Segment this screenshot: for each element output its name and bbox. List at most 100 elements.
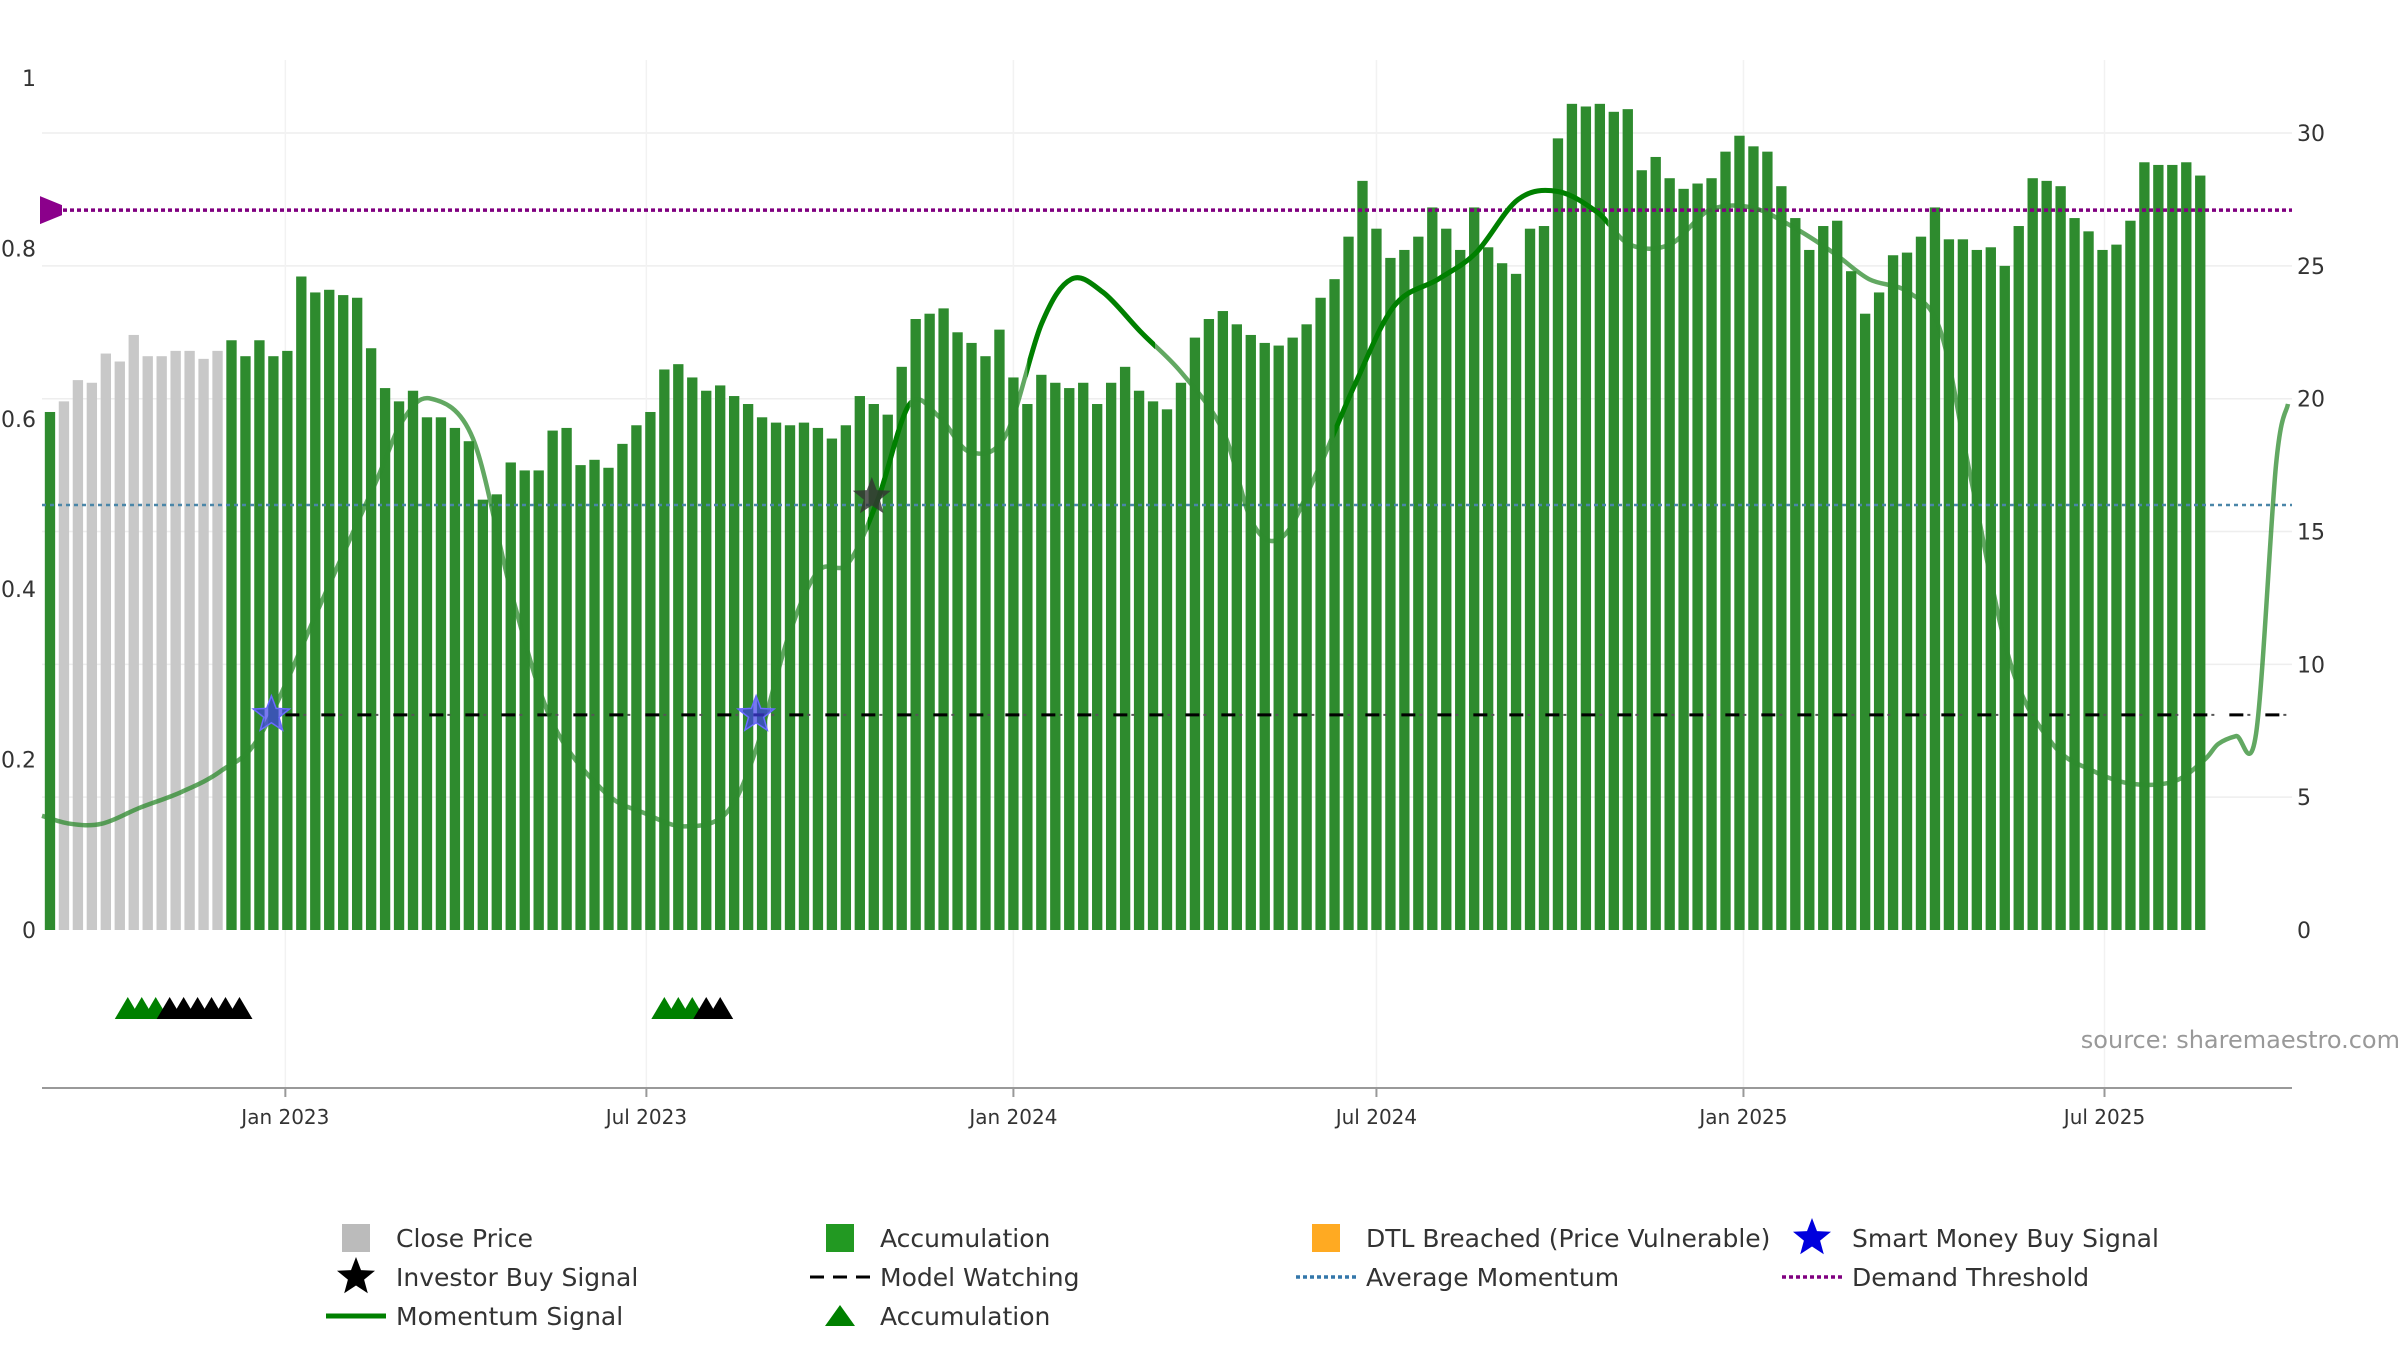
close-price-bar bbox=[86, 382, 98, 930]
accumulation-bar bbox=[882, 414, 893, 930]
accumulation-bar bbox=[1119, 366, 1131, 930]
accumulation-bar bbox=[2125, 220, 2136, 931]
accumulation-bar bbox=[2055, 186, 2066, 930]
accumulation-bar bbox=[1818, 226, 1829, 931]
accumulation-bar bbox=[896, 366, 907, 930]
investor-buy-signal bbox=[852, 477, 891, 514]
x-tick-label: Jul 2024 bbox=[1334, 1105, 1417, 1129]
accumulation-bar bbox=[1580, 106, 1592, 931]
accumulation-bar bbox=[994, 329, 1005, 931]
accumulation-bar bbox=[715, 385, 726, 930]
accumulation-bar bbox=[268, 356, 279, 930]
accumulation-bar bbox=[1566, 103, 1578, 931]
accumulation-bar bbox=[2153, 164, 2164, 931]
accumulation-bar bbox=[2013, 226, 2024, 931]
accumulation-bar bbox=[2111, 244, 2122, 930]
close-price-bar bbox=[58, 401, 70, 930]
accumulation-bar bbox=[1915, 236, 1927, 930]
accumulation-bar bbox=[254, 340, 265, 931]
accumulation-bar bbox=[728, 396, 740, 931]
accumulation-bar bbox=[589, 459, 600, 930]
accumulation-bar bbox=[1678, 188, 1689, 930]
accumulation-bar bbox=[1050, 382, 1061, 930]
accumulation-bar bbox=[854, 396, 865, 931]
accumulation-bar bbox=[1552, 138, 1564, 931]
accumulation-bar bbox=[1957, 239, 1969, 930]
legend-label: Accumulation bbox=[880, 1302, 1050, 1331]
close-price-bar bbox=[72, 380, 84, 930]
accumulation-bar bbox=[240, 356, 251, 930]
momentum-line-group bbox=[41, 187, 2291, 829]
accumulation-bar bbox=[1999, 265, 2010, 930]
accumulation-bar bbox=[2139, 162, 2150, 931]
accumulation-bar bbox=[1301, 324, 1312, 930]
accumulation-bar bbox=[659, 369, 670, 930]
close-price-bar bbox=[114, 361, 125, 930]
accumulation-bar bbox=[547, 430, 558, 930]
accumulation-bar bbox=[1887, 255, 1899, 931]
accumulation-bar bbox=[449, 427, 461, 930]
accumulation-bar bbox=[1371, 228, 1382, 931]
accumulation-bar bbox=[561, 427, 572, 930]
accumulation-bar bbox=[1329, 279, 1340, 931]
accumulation-bar bbox=[365, 348, 377, 930]
accumulation-bar bbox=[812, 427, 824, 930]
accumulation-bar bbox=[351, 297, 363, 930]
accumulation-bar bbox=[1720, 151, 1731, 930]
momentum-signal-line bbox=[41, 188, 2291, 829]
x-tick-label: Jan 2025 bbox=[1697, 1105, 1787, 1129]
accumulation-bar bbox=[798, 422, 810, 930]
close-price-bar bbox=[184, 350, 195, 930]
legend-label: Model Watching bbox=[880, 1263, 1080, 1292]
accumulation-bar bbox=[742, 404, 754, 930]
accumulation-bar bbox=[1147, 401, 1159, 930]
demand-threshold-marker bbox=[40, 196, 62, 225]
accumulation-bar bbox=[1832, 220, 1843, 931]
source-label: source: sharemaestro.com bbox=[2081, 1026, 2400, 1054]
legend-swatch bbox=[1312, 1224, 1340, 1252]
accumulation-bar bbox=[1203, 319, 1215, 930]
accumulation-bar bbox=[938, 308, 949, 930]
accumulation-bar bbox=[1776, 186, 1787, 930]
accumulation-bar bbox=[868, 404, 879, 930]
accumulation-bar bbox=[1469, 207, 1480, 930]
accumulation-bar bbox=[1133, 390, 1145, 931]
accumulation-bar bbox=[910, 319, 921, 930]
close-price-bar bbox=[128, 334, 139, 931]
accumulation-bar bbox=[1092, 404, 1103, 930]
smart-money-buy-signal bbox=[251, 693, 292, 732]
x-tick-label: Jan 2023 bbox=[239, 1105, 329, 1129]
accumulation-bar bbox=[2181, 162, 2192, 931]
accumulation-bar bbox=[1441, 228, 1452, 931]
accumulation-bar bbox=[407, 390, 419, 931]
accumulation-bar bbox=[296, 276, 307, 931]
accumulation-bar bbox=[1217, 311, 1229, 930]
legend-label: Close Price bbox=[396, 1224, 533, 1253]
accumulation-bar bbox=[1273, 345, 1284, 930]
accumulation-bar bbox=[603, 467, 614, 930]
y-left-tick-label: 0.2 bbox=[1, 749, 36, 774]
legend-label: Smart Money Buy Signal bbox=[1852, 1224, 2159, 1253]
accumulation-bar bbox=[421, 417, 433, 930]
accumulation-bar bbox=[1161, 409, 1173, 930]
y-right-tick-label: 20 bbox=[2297, 388, 2325, 413]
accumulation-bar bbox=[1343, 236, 1354, 930]
close-price-bar bbox=[198, 358, 209, 930]
accumulation-bar bbox=[1664, 178, 1675, 930]
legend-label: Momentum Signal bbox=[396, 1302, 623, 1331]
y-right-tick-label: 5 bbox=[2297, 786, 2311, 811]
accumulation-bar bbox=[2069, 218, 2080, 931]
accumulation-triangle-marker bbox=[226, 997, 253, 1019]
y-left-tick-label: 0.4 bbox=[1, 578, 36, 603]
accumulation-bar bbox=[491, 494, 502, 930]
accumulation-bar bbox=[784, 425, 796, 930]
accumulation-bar bbox=[1008, 377, 1019, 930]
accumulation-bar bbox=[1078, 382, 1089, 930]
signal-markers bbox=[114, 477, 891, 1019]
legend-label: Accumulation bbox=[880, 1224, 1050, 1253]
accumulation-bar bbox=[282, 350, 293, 930]
smart-money-buy-signal bbox=[735, 693, 777, 732]
y-right-tick-label: 10 bbox=[2297, 653, 2325, 678]
accumulation-bar bbox=[44, 411, 56, 930]
